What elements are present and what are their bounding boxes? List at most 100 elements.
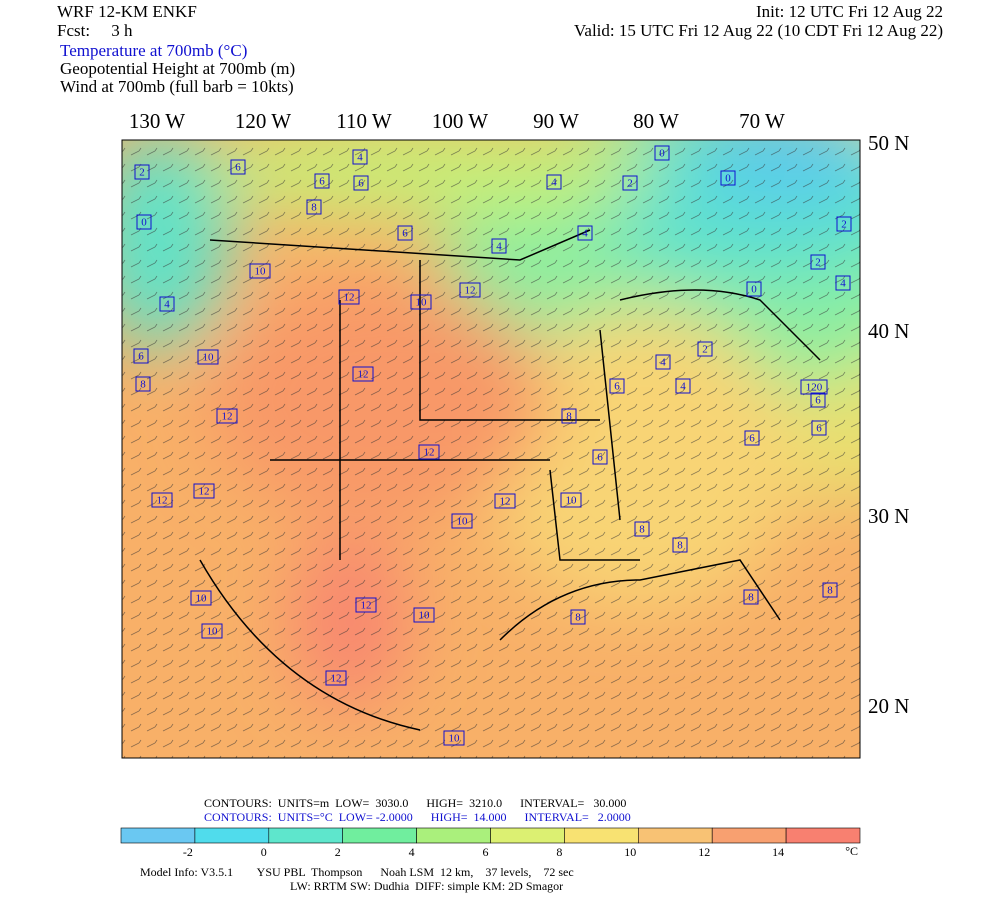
contour-label: 0 [725, 173, 731, 185]
longitude-label: 120 W [235, 109, 291, 133]
contour-label-box [654, 145, 670, 161]
contour-label-box [634, 521, 650, 537]
contour-label-box [249, 263, 271, 279]
contour-label-box [560, 492, 582, 508]
contour-label-box [836, 216, 852, 232]
init-time: Init: 12 UTC Fri 12 Aug 22 [756, 2, 943, 21]
contour-label: 10 [566, 495, 578, 507]
contour-label-box [743, 589, 759, 605]
contour-label: 6 [235, 162, 241, 174]
colorbar-swatch [637, 827, 713, 844]
contour-label: 12 [199, 486, 210, 498]
contour-label-box [746, 281, 762, 297]
contour-label-box [136, 214, 152, 230]
valid-time: Valid: 15 UTC Fri 12 Aug 22 (10 CDT Fri … [574, 21, 943, 40]
colorbar-swatch [194, 827, 270, 844]
latitude-label: 50 N [868, 131, 909, 155]
contour-label-box [811, 420, 827, 436]
longitude-label: 100 W [432, 109, 488, 133]
contour-label-box [353, 175, 369, 191]
contour-label: 2 [815, 257, 821, 269]
longitude-label: 90 W [533, 109, 579, 133]
model-info: Model Info: V3.5.1 YSU PBL Thompson Noah… [140, 865, 574, 879]
contour-label: 6 [402, 228, 408, 240]
contour-label: 12 [222, 411, 233, 423]
colorbar-swatch [564, 827, 639, 844]
contour-label-box [216, 408, 238, 424]
contour-label-box [352, 366, 374, 382]
contour-label-box [609, 378, 625, 394]
contour-label: 6 [816, 423, 822, 435]
contour-label-box [306, 199, 322, 215]
model-title: WRF 12-KM ENKF [57, 2, 197, 21]
contour-label: 8 [827, 585, 833, 597]
contour-label-box [744, 430, 760, 446]
contour-label: 12 [344, 292, 355, 304]
contour-label: 8 [311, 202, 317, 214]
contour-label: 6 [138, 351, 144, 363]
field-height: Geopotential Height at 700mb (m) [60, 59, 295, 78]
contour-label-box [151, 492, 173, 508]
colorbar-tick-label: 2 [335, 845, 341, 859]
contour-label-box [822, 582, 838, 598]
colorbar-swatch [490, 827, 565, 844]
contour-label-box [397, 225, 413, 241]
contour-label-box [410, 294, 432, 310]
contour-label-box [193, 483, 215, 499]
contour-label: 6 [319, 176, 325, 188]
contour-label: 0 [659, 148, 665, 160]
contour-label-box [413, 607, 435, 623]
contour-label-box [197, 349, 219, 365]
contour-label: 2 [627, 178, 633, 190]
colorbar-swatch [268, 827, 343, 844]
contour-label-box [190, 590, 212, 606]
contour-label: 6 [614, 381, 620, 393]
contour-label-box [159, 296, 175, 312]
contour-label: 2 [841, 219, 847, 231]
contour-label: 8 [748, 592, 754, 604]
contour-label-box [443, 730, 465, 746]
contour-label: 10 [449, 733, 461, 745]
contour-label-box [800, 379, 828, 395]
height-contours: CONTOURS: UNITS=m LOW= 3030.0 HIGH= 3210… [204, 796, 626, 810]
contour-label-box [352, 149, 368, 165]
contour-label-box [592, 449, 608, 465]
colorbar-tick-label: 0 [261, 845, 267, 859]
contour-label-box [201, 623, 223, 639]
colorbar-swatch [416, 827, 491, 844]
contour-label: 4 [551, 177, 557, 189]
contour-label: 4 [660, 357, 666, 369]
contour-label: 6 [749, 433, 755, 445]
contour-label: 10 [203, 352, 215, 364]
contour-label-box [314, 173, 330, 189]
contour-label: 12 [361, 600, 372, 612]
colorbar-unit: °C [845, 844, 858, 858]
temperature-contours: CONTOURS: UNITS=°C LOW= -2.0000 HIGH= 14… [204, 810, 631, 824]
contour-label-box [230, 159, 246, 175]
contour-label: 6 [358, 178, 364, 190]
contour-label: 8 [140, 379, 146, 391]
contour-label-box [494, 493, 516, 509]
physics-info: LW: RRTM SW: Dudhia DIFF: simple KM: 2D … [290, 879, 563, 893]
longitude-label: 80 W [633, 109, 679, 133]
contour-label-box [835, 275, 851, 291]
contour-label: 10 [255, 266, 267, 278]
map-frame [121, 139, 861, 759]
contour-label: 12 [358, 369, 369, 381]
contour-label: 4 [496, 241, 502, 253]
contour-label-box [546, 174, 562, 190]
contour-label: 8 [575, 612, 581, 624]
contour-label: 12 [331, 673, 342, 685]
contour-label-box [577, 225, 593, 241]
contour-label-box [418, 444, 440, 460]
forecast-hour: Fcst: 3 h [57, 21, 133, 40]
colorbar-swatch [785, 827, 861, 844]
contour-label: 2 [702, 344, 708, 356]
contour-label: 12 [157, 495, 168, 507]
contour-label-box [134, 164, 150, 180]
contour-label: 4 [357, 152, 363, 164]
contour-label: 4 [680, 381, 686, 393]
contour-label: 8 [677, 540, 683, 552]
